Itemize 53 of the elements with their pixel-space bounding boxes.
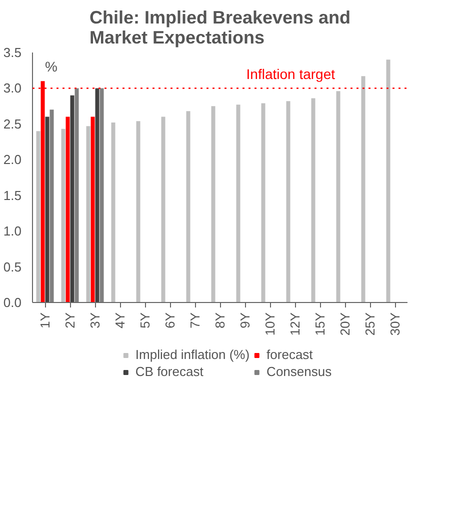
legend-label: Consensus <box>266 364 332 379</box>
y-tick-label: 1.0 <box>3 224 22 239</box>
x-tick-label: 1Y <box>38 312 52 328</box>
bar <box>236 104 240 302</box>
bar <box>386 60 390 302</box>
bar <box>61 128 66 302</box>
bar <box>211 106 216 302</box>
y-tick-label: 3.0 <box>3 80 22 96</box>
x-tick-label: 3Y <box>88 312 102 328</box>
legend-label: Implied inflation (%) <box>135 347 250 362</box>
bar <box>311 98 316 302</box>
x-tick-label: 6Y <box>162 312 178 328</box>
bar <box>74 88 79 302</box>
x-tick-label: 9Y <box>238 312 252 328</box>
x-tick-label: 5Y <box>138 312 152 328</box>
annotation: % <box>45 58 58 74</box>
x-tick-label: 8Y <box>212 312 228 328</box>
chart-title: Chile: Implied Breakevens and Market Expectations <box>89 8 351 48</box>
bar <box>136 121 140 302</box>
y-tick-label: 3.5 <box>3 45 22 60</box>
y-tick-label: 2.0 <box>3 152 22 168</box>
x-tick-label: 20Y <box>338 312 352 336</box>
bar <box>45 116 50 302</box>
bar <box>261 103 266 302</box>
bar <box>161 116 166 302</box>
bar <box>361 76 366 302</box>
bar <box>186 111 190 302</box>
bar <box>50 110 54 302</box>
bar <box>111 122 116 302</box>
bar <box>36 131 40 302</box>
x-tick-label: 10Y <box>262 312 278 336</box>
bar <box>90 116 95 302</box>
legend-label: forecast <box>266 347 313 362</box>
x-tick-label: 25Y <box>362 312 378 336</box>
y-tick-label: 1.5 <box>3 188 22 203</box>
x-tick-label: 15Y <box>312 312 328 336</box>
y-tick-label: 0.5 <box>3 259 22 274</box>
bar <box>100 88 104 302</box>
bar <box>336 91 340 302</box>
y-tick-label: 2.5 <box>3 116 22 132</box>
bar <box>95 88 100 302</box>
x-tick-label: 30Y <box>388 312 402 336</box>
ref-line-label: Inflation target <box>246 66 336 82</box>
x-tick-label: 2Y <box>62 312 78 328</box>
x-tick-label: 7Y <box>188 312 202 328</box>
bar <box>86 126 90 302</box>
legend-label: CB forecast <box>135 364 204 379</box>
y-tick-label: 0.0 <box>3 295 22 310</box>
bar <box>70 95 74 302</box>
x-tick-label: 12Y <box>288 312 302 336</box>
bar <box>66 116 70 302</box>
bar <box>286 101 290 302</box>
x-tick-label: 4Y <box>112 312 128 328</box>
